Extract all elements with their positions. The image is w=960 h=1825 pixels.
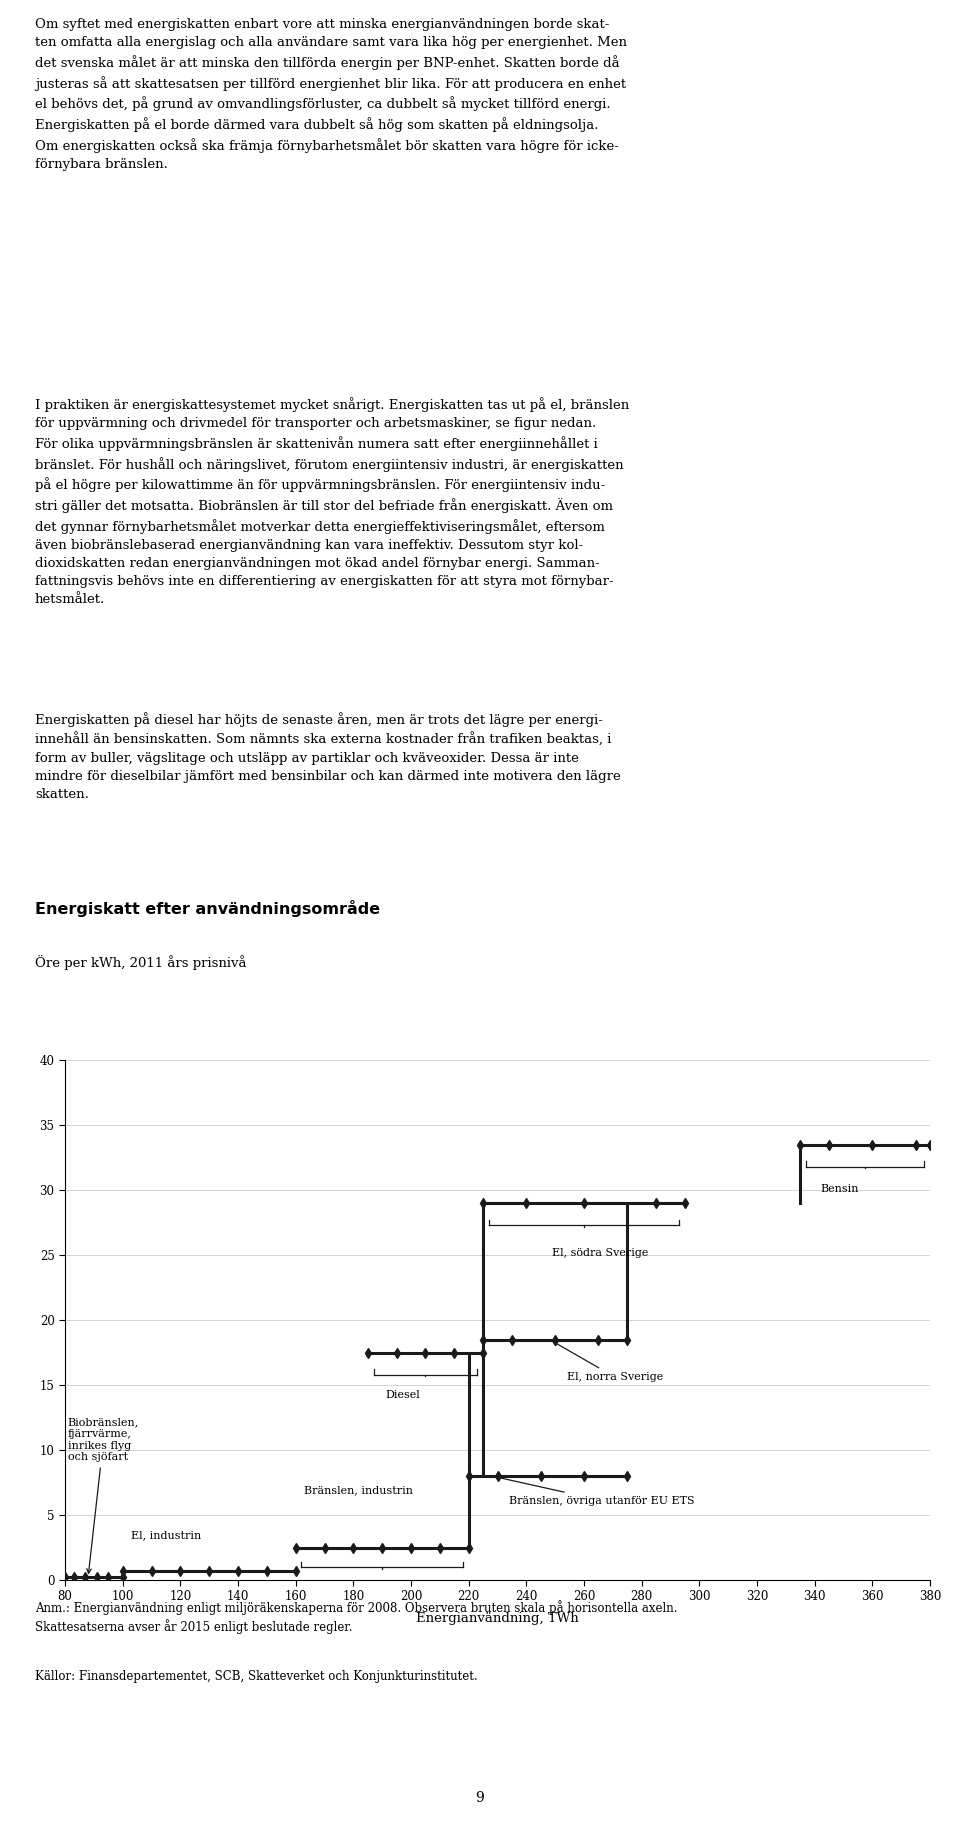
Text: Biobränslen,
fjärrvärme,
inrikes flyg
och sjöfart: Biobränslen, fjärrvärme, inrikes flyg oc…	[68, 1418, 139, 1573]
Text: I praktiken är energiskattesystemet mycket snårigt. Energiskatten tas ut på el, : I praktiken är energiskattesystemet myck…	[35, 398, 629, 606]
Text: El, norra Sverige: El, norra Sverige	[553, 1341, 663, 1382]
Text: Bensin: Bensin	[821, 1183, 859, 1194]
Text: Om syftet med energiskatten enbart vore att minska energianvändningen borde skat: Om syftet med energiskatten enbart vore …	[35, 18, 627, 172]
Text: Energiskatt efter användningsområde: Energiskatt efter användningsområde	[35, 900, 380, 916]
Text: El, industrin: El, industrin	[132, 1531, 202, 1540]
Text: Anm.: Energianvändning enligt miljöräkenskaperna för 2008. Observera bruten skal: Anm.: Energianvändning enligt miljöräken…	[35, 1601, 678, 1635]
Text: Bränslen, övriga utanför EU ETS: Bränslen, övriga utanför EU ETS	[495, 1476, 695, 1506]
Text: Källor: Finansdepartementet, SCB, Skatteverket och Konjunkturinstitutet.: Källor: Finansdepartementet, SCB, Skatte…	[35, 1670, 478, 1683]
Text: Öre per kWh, 2011 års prisnivå: Öre per kWh, 2011 års prisnivå	[35, 954, 247, 969]
Text: El, södra Sverige: El, södra Sverige	[552, 1248, 649, 1259]
Text: Energiskatten på diesel har höjts de senaste åren, men är trots det lägre per en: Energiskatten på diesel har höjts de sen…	[35, 712, 621, 801]
Text: Bränslen, industrin: Bränslen, industrin	[304, 1486, 414, 1495]
Text: Diesel: Diesel	[385, 1391, 420, 1400]
X-axis label: Energianvändning, TWh: Energianvändning, TWh	[416, 1611, 579, 1624]
Text: 9: 9	[475, 1790, 485, 1805]
